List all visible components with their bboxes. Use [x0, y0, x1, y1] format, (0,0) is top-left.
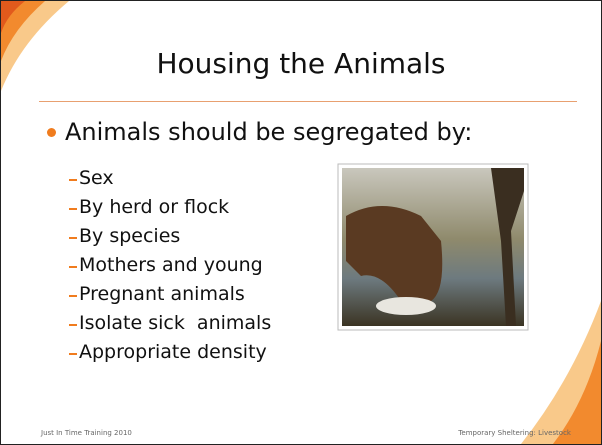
footer-left: Just In Time Training 2010: [41, 429, 132, 437]
sub-item: By herd or flock: [69, 193, 271, 222]
footer-right: Temporary Sheltering: Livestock: [458, 429, 571, 437]
sub-text: By herd or flock: [79, 196, 229, 218]
photo-calf: [376, 297, 436, 315]
slide-title: Housing the Animals: [1, 47, 601, 80]
sub-dash: [69, 295, 77, 297]
slide: Housing the Animals Animals should be se…: [0, 0, 602, 445]
sub-item: Appropriate density: [69, 338, 271, 367]
sub-text: Appropriate density: [79, 341, 267, 363]
sub-dash: [69, 324, 77, 326]
bullet-text: Animals should be segregated by:: [65, 118, 472, 146]
sub-text: By species: [79, 225, 180, 247]
sub-text: Mothers and young: [79, 254, 263, 276]
sub-text: Pregnant animals: [79, 283, 245, 305]
sub-dash: [69, 353, 77, 355]
sub-item: Isolate sick animals: [69, 309, 271, 338]
sub-item: Mothers and young: [69, 251, 271, 280]
bullet-dot: [47, 128, 56, 137]
sub-text: Isolate sick animals: [79, 312, 271, 334]
page: Housing the Animals Animals should be se…: [0, 0, 602, 445]
sub-dash: [69, 266, 77, 268]
sub-item: Sex: [69, 164, 271, 193]
sub-dash: [69, 208, 77, 210]
photo: [338, 164, 528, 330]
sub-dash: [69, 179, 77, 181]
sub-item: By species: [69, 222, 271, 251]
sub-text: Sex: [79, 167, 114, 189]
title-rule: [39, 101, 577, 102]
sub-item: Pregnant animals: [69, 280, 271, 309]
sub-list: Sex By herd or flock By species Mothers and…: [69, 164, 271, 367]
sub-dash: [69, 237, 77, 239]
